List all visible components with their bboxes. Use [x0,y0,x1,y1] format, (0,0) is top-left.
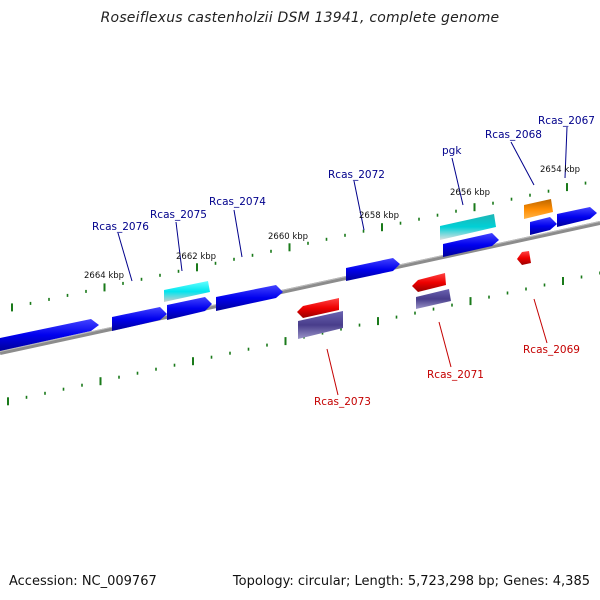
scale-label: 2662 kbp [176,252,216,262]
gene-arrow [557,207,597,227]
scale-labels: 2654 kbp 2656 kbp 2658 kbp 2660 kbp 2662… [84,165,580,281]
gene-arrow [530,217,557,235]
gene-label: Rcas_2073 [314,396,371,408]
gene-label: Rcas_2071 [427,369,484,381]
gene-arrow-reverse [412,273,446,292]
gene-arrow [167,297,212,320]
scale-ticks-lower [7,271,600,406]
accession-text: Accession: NC_009767 [9,574,157,589]
leader-line [564,126,568,179]
reverse-features [297,251,531,339]
label-leaders [117,126,568,396]
scale-ticks-upper [11,181,587,312]
genome-backbone-highlight [0,221,600,352]
scale-label: 2654 kbp [540,165,580,175]
scale-label: 2660 kbp [268,232,308,242]
scale-label: 2658 kbp [359,211,399,221]
gene-label: Rcas_2068 [485,129,542,141]
topology-text: Topology: circular; Length: 5,723,298 bp… [232,574,590,589]
gene-arrow [0,319,99,351]
gene-label: Rcas_2069 [523,344,580,356]
leader-line [353,180,365,231]
leader-line [326,348,339,396]
gene-arrow [346,258,400,281]
gene-arrow [443,233,499,257]
scale-label: 2656 kbp [450,188,490,198]
feature-arrow [524,199,553,219]
leader-line [451,157,464,206]
leader-line [533,298,548,344]
gene-arrow-reverse [517,251,531,265]
gene-label: Rcas_2067 [538,115,595,127]
gene-label: Rcas_2074 [209,196,266,208]
leader-line [117,232,133,282]
leader-line [438,321,452,368]
gene-arrow [112,307,167,331]
gene-arrow [216,285,283,311]
gene-label: Rcas_2072 [328,169,385,181]
scale-label: 2664 kbp [84,271,124,281]
gene-label: Rcas_2076 [92,221,149,233]
trna-arrow [164,281,210,302]
gene-label: Rcas_2075 [150,209,207,221]
gene-label: pgk [442,145,462,157]
gene-labels: Rcas_2067 Rcas_2068 pgk Rcas_2072 Rcas_2… [92,115,595,408]
leader-line [175,221,183,272]
gene-arrow-reverse [297,298,339,318]
leader-line [510,141,535,186]
genome-backbone [0,221,600,355]
forward-features [0,199,597,351]
rrna-arrow [440,214,496,240]
map-title: Roseiflexus castenholzii DSM 13941, comp… [100,10,500,26]
leader-line [233,209,243,258]
misc-arrow [298,311,343,339]
misc-arrow [416,289,451,309]
